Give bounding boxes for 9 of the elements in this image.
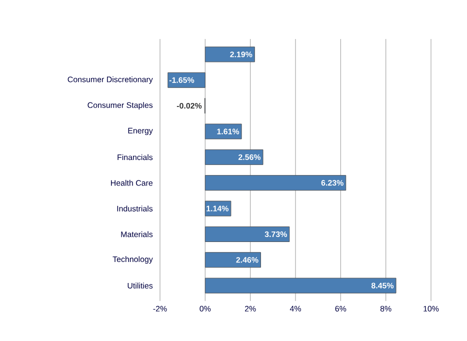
- bar: [204, 252, 261, 268]
- bar: [204, 226, 290, 242]
- bar: [204, 124, 242, 140]
- bar: [204, 46, 255, 62]
- bar: [168, 72, 206, 88]
- bar: [204, 149, 264, 165]
- bar: [204, 200, 232, 216]
- bar: [204, 278, 396, 294]
- bar: [204, 175, 346, 191]
